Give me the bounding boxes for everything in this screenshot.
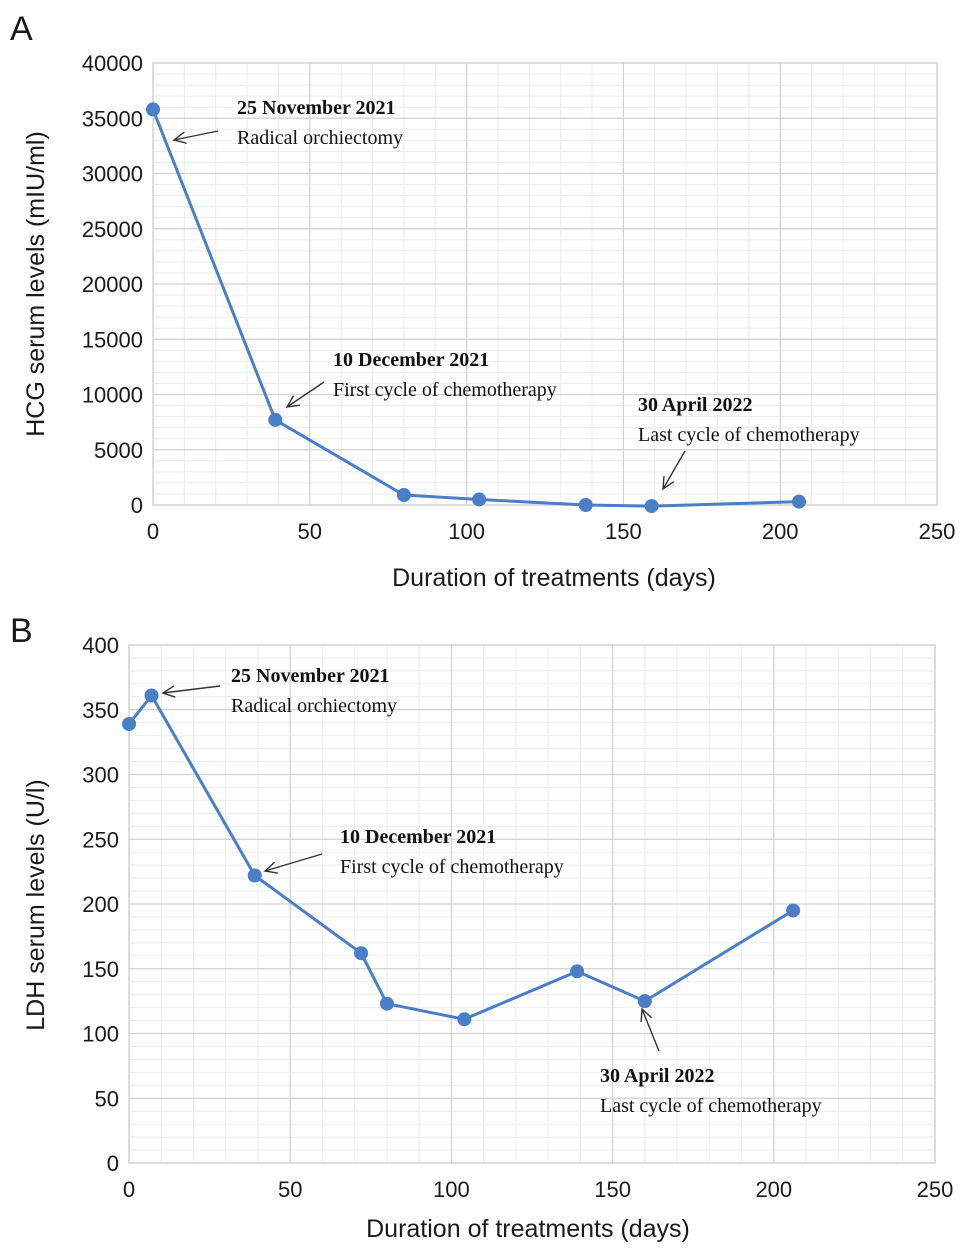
panel-b-data-point (122, 716, 136, 731)
panel-b-data-point (786, 903, 801, 918)
panel-a-y-axis-title: HCG serum levels (mIU/ml) (22, 131, 50, 437)
panel-a-y-tick-label: 30000 (82, 162, 143, 187)
panel-b-y-tick-label: 150 (82, 957, 119, 982)
panel-a-annotation-arrowhead (662, 475, 675, 491)
panel-b-annotations: 25 November 2021 Radical orchiectomy 10 De… (161, 665, 822, 1117)
panel-a-grid (152, 62, 938, 506)
panel-a-y-tick-label: 5000 (94, 438, 143, 463)
panel-a-data-point (268, 412, 283, 427)
panel-b-grid (128, 644, 936, 1164)
panel-a-y-tick-label: 40000 (82, 51, 143, 76)
panel-b-annotation-arrowhead (640, 1007, 653, 1023)
panel-a-annotation-text: Last cycle of chemotherapy (638, 424, 860, 446)
panel-a-annotation-arrow (286, 381, 325, 408)
panel-a-ticks: 0 50 100 150 200 250 0 5000 10000 15000 20000 25000… (82, 51, 956, 544)
panel-a-annotation-date: 25 November 2021 (237, 97, 396, 119)
panel-b-annotation-arrowhead (161, 685, 176, 698)
panel-a-data-point (146, 102, 160, 117)
panel-a-series (146, 102, 807, 514)
panel-a-x-tick-label: 100 (448, 519, 485, 544)
panel-b-annotation-arrowhead (263, 861, 278, 874)
panel-a-annotation-arrow (173, 130, 219, 141)
panel-b-annotation-text: Last cycle of chemotherapy (600, 1095, 822, 1117)
panel-b-data-point (144, 688, 159, 703)
panel-a-y-tick-label: 10000 (82, 383, 143, 408)
panel-a-y-tick-label: 20000 (82, 272, 143, 297)
panel-b-data-point (247, 868, 262, 883)
panel-a-annotation-arrowhead (172, 131, 187, 144)
panel-b-y-tick-label: 100 (82, 1022, 119, 1047)
panel-b-annotation-arrow (641, 1008, 660, 1052)
panel-b-data-point (570, 964, 585, 979)
panel-a-y-tick-label: 25000 (82, 217, 143, 242)
panel-a-annotations: 25 November 2021 Radical orchiectomy 10 De… (172, 97, 860, 491)
panel-b-y-tick-label: 200 (82, 892, 119, 917)
panel-a-x-tick-label: 250 (919, 519, 956, 544)
panel-a-data-point (578, 498, 593, 512)
panel-a-chart: A 0 50 100 150 200 250 0 5000 10000 15000 20000 250… (10, 10, 955, 592)
panel-b-x-tick-label: 150 (594, 1177, 631, 1202)
panel-b-y-tick-label: 250 (82, 827, 119, 852)
panel-b-ticks: 0 50 100 150 200 250 0 50 100 150 200 250 300 350 400 (82, 633, 953, 1202)
panel-b-annotation-arrow (162, 685, 221, 694)
panel-a-data-point (644, 499, 659, 514)
panel-a-x-tick-label: 0 (147, 519, 159, 544)
panel-b-y-tick-label: 50 (95, 1086, 119, 1111)
panel-a-y-tick-label: 15000 (82, 327, 143, 352)
panel-a-y-tick-label: 0 (131, 493, 143, 518)
panel-b-x-tick-label: 200 (755, 1177, 792, 1202)
panel-b-x-tick-label: 0 (123, 1177, 135, 1202)
panel-a-annotation-text: Radical orchiectomy (237, 127, 403, 149)
panel-a-letter: A (10, 10, 33, 48)
panel-b-annotation-text: Radical orchiectomy (231, 695, 397, 717)
panel-b-annotation-date: 25 November 2021 (231, 665, 390, 687)
panel-a-annotation-arrowhead (285, 395, 300, 408)
panel-b-y-tick-label: 0 (107, 1151, 119, 1176)
panel-b-annotation-date: 30 April 2022 (600, 1065, 714, 1087)
panel-a-annotation-text: First cycle of chemotherapy (333, 379, 557, 401)
panel-b-series (122, 688, 801, 1027)
panel-b-annotation-arrow (264, 853, 323, 872)
panel-b-annotation-text: First cycle of chemotherapy (340, 856, 564, 878)
panel-b-x-tick-label: 50 (278, 1177, 302, 1202)
panel-b-x-axis-title: Duration of treatments (days) (366, 1215, 690, 1243)
panel-a-x-tick-label: 50 (298, 519, 322, 544)
panel-a-x-tick-label: 150 (605, 519, 642, 544)
panel-b-data-point (457, 1012, 472, 1027)
panel-b-plot-frame (128, 644, 936, 1164)
panel-b-x-tick-label: 100 (433, 1177, 470, 1202)
panel-b-y-tick-label: 350 (82, 698, 119, 723)
panel-b-y-axis-title: LDH serum levels (U/l) (22, 779, 50, 1030)
panel-a-annotation-arrow (662, 450, 686, 490)
panel-b-letter: B (10, 612, 33, 650)
panel-a-y-tick-label: 35000 (82, 106, 143, 131)
panel-b-y-tick-label: 400 (82, 633, 119, 658)
panel-b-data-point (379, 996, 394, 1011)
panel-b-data-point (354, 946, 369, 961)
panel-a-x-axis-title: Duration of treatments (days) (392, 564, 716, 592)
panel-a-data-point (396, 488, 411, 503)
panel-b-data-point (637, 994, 652, 1009)
panel-a-plot-frame (152, 62, 938, 506)
panel-a-annotation-date: 10 December 2021 (333, 349, 489, 371)
panel-a-data-point (472, 492, 487, 507)
panel-a-data-point (792, 494, 807, 509)
panel-a-series-line (151, 108, 800, 508)
panel-b-annotation-date: 10 December 2021 (340, 826, 496, 848)
panel-b-chart: B 0 50 100 150 200 250 0 50 100 150 200 250 300 350 40… (10, 612, 953, 1243)
panel-b-y-tick-label: 300 (82, 763, 119, 788)
panel-a-x-tick-label: 200 (762, 519, 799, 544)
panel-a-annotation-date: 30 April 2022 (638, 394, 752, 416)
panel-b-x-tick-label: 250 (917, 1177, 954, 1202)
